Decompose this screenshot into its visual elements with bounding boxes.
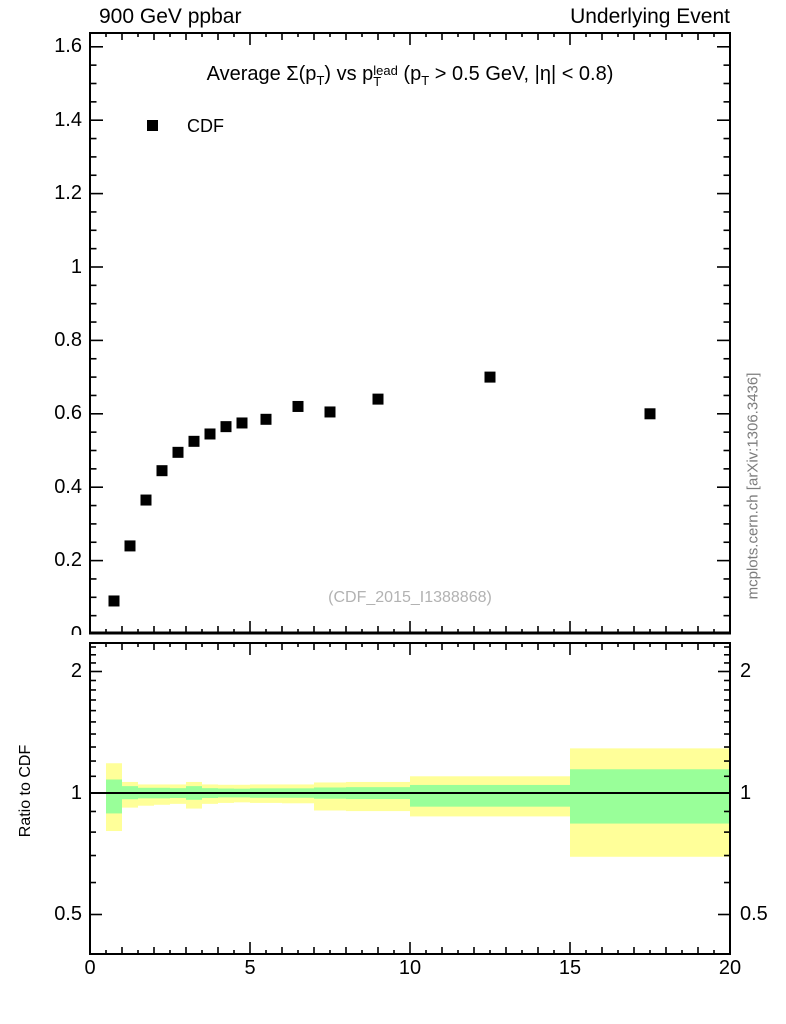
main-ytick-label-zero: 0 bbox=[70, 623, 82, 635]
ratio-band-inner bbox=[106, 779, 122, 814]
legend-label-cdf: CDF bbox=[187, 116, 224, 136]
data-point bbox=[156, 465, 168, 477]
title-sup-sub-stack: lead T bbox=[373, 63, 398, 89]
header-analysis-topic: Underlying Event bbox=[570, 5, 730, 28]
main-ytick-label: 0.6 bbox=[54, 402, 82, 425]
ratio-ytick-label-left: 0.5 bbox=[54, 903, 82, 925]
title-subscript: T bbox=[316, 73, 325, 88]
data-point bbox=[188, 435, 200, 447]
data-point bbox=[124, 540, 136, 552]
title-subscript: T bbox=[421, 73, 430, 88]
x-axis-tick-label: 0 bbox=[84, 957, 96, 979]
data-point bbox=[372, 393, 384, 405]
data-point bbox=[260, 413, 272, 425]
data-point bbox=[292, 400, 304, 412]
title-subscript: T bbox=[373, 74, 382, 89]
side-note-mcplots-arxiv: mcplots.cern.ch [arXiv:1306.3436] bbox=[744, 372, 762, 600]
data-point bbox=[108, 595, 120, 607]
title-text: Average Σ(p bbox=[206, 63, 317, 85]
main-ytick-label: 0.4 bbox=[54, 475, 82, 498]
data-point bbox=[172, 446, 184, 458]
title-text: (p bbox=[397, 63, 422, 85]
ratio-ytick-label-left: 2 bbox=[70, 660, 82, 682]
ratio-ytick-label-left: 1 bbox=[70, 781, 82, 804]
main-ytick-label: 1.6 bbox=[54, 35, 82, 58]
title-text: ) vs p bbox=[324, 63, 374, 85]
header-beam-energy: 900 GeV ppbar bbox=[99, 5, 242, 28]
data-point bbox=[220, 421, 232, 433]
ratio-band-inner bbox=[570, 769, 730, 824]
data-point bbox=[484, 371, 496, 383]
data-point bbox=[324, 406, 336, 418]
title-text: > 0.5 GeV, |η| < 0.8) bbox=[429, 63, 614, 85]
main-ytick-label: 1.4 bbox=[54, 108, 82, 131]
ratio-ytick-label-right: 2 bbox=[740, 660, 752, 682]
title-superscript: lead bbox=[373, 63, 398, 78]
main-frame bbox=[89, 32, 731, 634]
main-ytick-label: 1.2 bbox=[54, 182, 82, 205]
watermark-analysis-id: (CDF_2015_I1388868) bbox=[328, 589, 492, 606]
data-point bbox=[644, 408, 656, 420]
ratio-band-inner bbox=[410, 784, 570, 807]
x-axis-tick-label: 5 bbox=[244, 957, 256, 979]
legend-marker-square bbox=[147, 120, 158, 131]
data-point bbox=[140, 494, 152, 506]
plot-title: Average Σ(pT) vs p lead T (pT > 0.5 GeV, |… bbox=[90, 62, 730, 93]
ratio-ytick-label-right: 1 bbox=[740, 781, 752, 804]
x-axis-tick-label: 10 bbox=[398, 957, 422, 979]
ratio-ytick-label-right: 0.5 bbox=[740, 903, 768, 925]
data-point bbox=[204, 428, 216, 440]
x-axis-tick-label: 20 bbox=[718, 957, 742, 979]
main-ytick-label: 1 bbox=[70, 255, 82, 278]
main-ytick-label: 0.2 bbox=[54, 549, 82, 572]
data-point bbox=[236, 417, 248, 429]
x-axis-tick-label: 15 bbox=[558, 957, 582, 979]
main-ytick-label: 0.8 bbox=[54, 328, 82, 351]
